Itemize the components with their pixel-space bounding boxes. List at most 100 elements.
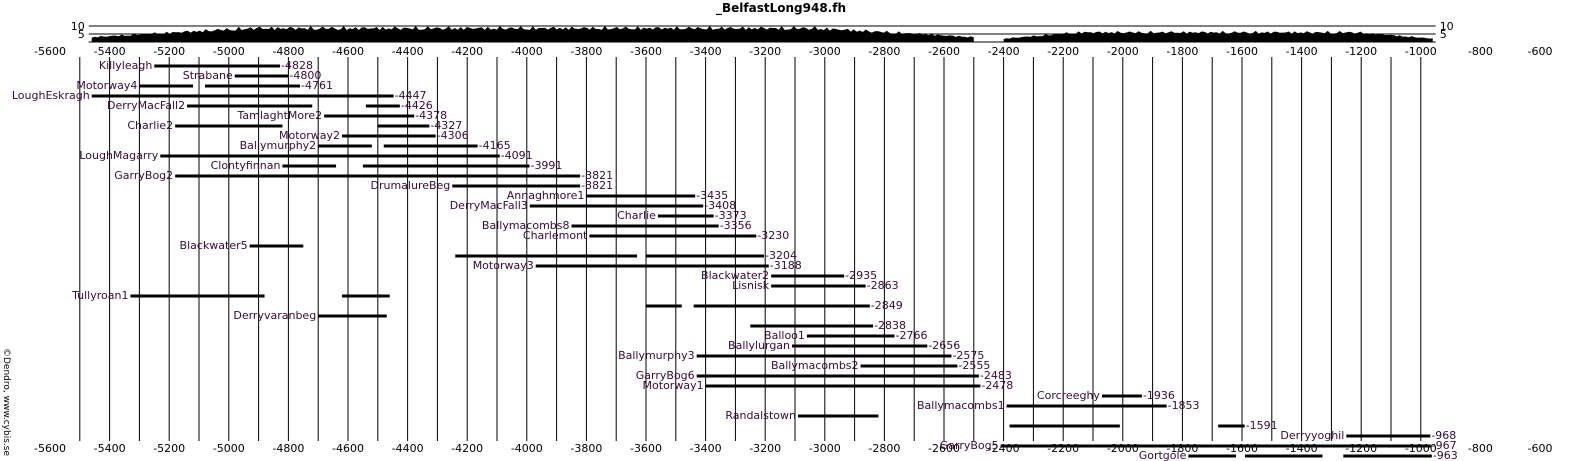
sample-row: Lisnisk -2863 [732,279,898,292]
tick-label-top: -2800 [868,45,900,58]
sample-label: GarryBog6 [636,369,695,382]
sample-label: Blackwater2 [701,269,769,282]
end-value-label: -4306 [437,129,469,142]
end-value-label: -3435 [696,189,728,202]
tick-label-bottom: -4800 [272,442,304,455]
end-value-label: -3373 [715,209,747,222]
sample-row: Ballymurphy3 -2575 [618,349,984,362]
tick-label-bottom: -600 [1528,442,1553,455]
tick-label-bottom: -4400 [392,442,424,455]
sample-row: Clontyfinnan -3991 [211,159,563,172]
tick-label-top: -4600 [332,45,364,58]
sample-row: Tullyroan1 [71,289,390,302]
tick-label-bottom: -1200 [1345,442,1377,455]
tick-label-top: -1600 [1226,45,1258,58]
tick-label-bottom: -5600 [34,442,66,455]
end-value-label: -3204 [765,249,797,262]
top-axis-ticks: -5600 -5400 -5200 -5000 -4800 -4600 -4400 -4200… [34,45,1552,58]
sample-label: Balloo1 [764,329,805,342]
sample-row: DerryMacFall2 -4426 [107,99,433,112]
sample-row: Balloo1 -2766 [764,329,927,342]
end-value-label: -3821 [581,179,613,192]
end-value-label: -968 [1431,429,1456,442]
tick-label-top: -1400 [1286,45,1318,58]
sample-row: Derryvaranbeg [233,309,387,322]
tick-label-top: -4000 [511,45,543,58]
chart-title: _BelfastLong948.fh [716,1,846,16]
sample-label: DerryMacFall2 [107,99,185,112]
tick-label-top: -3800 [570,45,602,58]
sample-row: Charlemont -3230 [523,229,789,242]
end-value-label: -3821 [581,169,613,182]
hist-coverage [91,26,974,42]
tick-label-bottom: -3400 [690,442,722,455]
tick-label-bottom: -5400 [94,442,126,455]
end-value-label: -4426 [401,99,433,112]
tick-label-top: -1000 [1405,45,1437,58]
end-value-label: -2478 [981,379,1013,392]
sample-row: Randalstown [725,409,879,422]
end-value-label: -948 [1437,459,1462,461]
tick-label-bottom: -2600 [928,442,960,455]
sample-row: Annaghmore1 -3435 [507,189,728,202]
tick-label-top: -2400 [988,45,1020,58]
sample-label: LoughMagarry [79,149,158,162]
hist-label-left-mid: 5 [78,28,85,41]
hist-label-right-top: 10 [1440,20,1454,33]
end-value-label: -3230 [757,229,789,242]
end-value-label: -2863 [867,279,899,292]
end-value-label: -967 [1432,439,1457,452]
sample-row: Charlie -3373 [617,209,746,222]
tick-label-top: -1800 [1166,45,1198,58]
end-value-label: -2849 [871,299,903,312]
sample-row: -3204 [455,249,797,262]
tick-label-bottom: -2000 [1107,442,1139,455]
sample-label: Ballymurphy2 [240,139,317,152]
tick-label-bottom: -1400 [1286,442,1318,455]
sample-label: Ballymacombs8 [482,219,570,232]
end-value-label: -2555 [958,359,990,372]
sample-row: DrumalureBeg -3821 [371,179,614,192]
tick-label-bottom: -4200 [451,442,483,455]
end-value-label: -3408 [704,199,736,212]
sample-label: Motorway3 [473,259,534,272]
tick-label-bottom: -3000 [809,442,841,455]
end-value-label: -1591 [1246,419,1278,432]
sample-label: Ballymacombs2 [771,359,859,372]
sample-label: Tullyroan1 [71,289,128,302]
tick-label-top: -5000 [213,45,245,58]
sample-row: -2849 [646,299,903,312]
tick-label-top: -3600 [630,45,662,58]
sample-label: Clontyfinnan [211,159,281,172]
sample-label: Randalstown [725,409,796,422]
sample-row: Blackwater5 [180,239,304,252]
sample-label: Annaghmore1 [507,189,585,202]
tick-label-top: -2600 [928,45,960,58]
sample-row: Charlie2 -4327 [127,119,462,132]
sample-row: DerryMacFall3 -3408 [450,199,736,212]
tick-label-top: -4800 [272,45,304,58]
tick-label-bottom: -5200 [153,442,185,455]
tick-label-top: -3000 [809,45,841,58]
sample-label: Derryvaranbeg [233,309,316,322]
tick-label-bottom: -5000 [213,442,245,455]
end-value-label: -2483 [980,369,1012,382]
sample-row: Ballymacombs1 -1853 [917,399,1200,412]
end-value-label: -963 [1433,449,1458,461]
sample-row: Ballymacombs2 -2555 [771,359,990,372]
sample-label: Motorway2 [279,129,340,142]
sample-row: TamlaghtMore2 -4378 [236,109,447,122]
tick-label-bottom: -800 [1468,442,1493,455]
sample-row: LoughMagarry -4091 [79,149,532,162]
sample-label: Strabane [183,69,233,82]
sample-row: Motorway3 -3188 [473,259,802,272]
sample-row: Motorway4 -4761 [76,79,333,92]
tick-label-top: -800 [1468,45,1493,58]
sample-label: DerryMacFall3 [450,199,528,212]
tick-label-top: -2200 [1047,45,1079,58]
sample-row: Ballymacombs3 -948 [1260,459,1463,461]
end-value-label: -4327 [430,119,462,132]
sample-row: Motorway2 -4306 [279,129,469,142]
end-value-label: -4378 [415,109,447,122]
